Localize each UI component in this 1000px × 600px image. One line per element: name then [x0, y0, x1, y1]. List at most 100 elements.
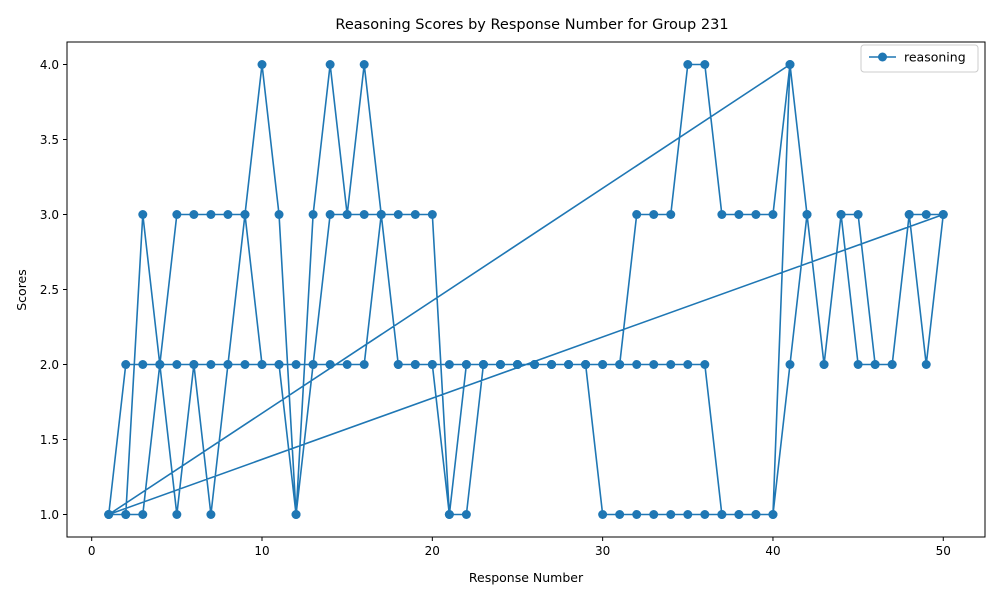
- data-point: [393, 210, 403, 219]
- data-point: [700, 510, 710, 519]
- data-point: [564, 360, 574, 369]
- data-point: [308, 210, 318, 219]
- x-tick-label: 30: [595, 544, 610, 558]
- data-point: [189, 210, 199, 219]
- data-point: [870, 360, 880, 369]
- legend-box: [860, 44, 979, 73]
- data-point: [615, 360, 625, 369]
- data-point: [938, 210, 948, 219]
- data-point: [683, 510, 693, 519]
- data-point: [785, 360, 795, 369]
- data-point: [393, 360, 403, 369]
- data-point: [325, 60, 335, 69]
- data-point: [700, 60, 710, 69]
- data-point: [853, 210, 863, 219]
- data-point: [427, 360, 437, 369]
- data-point: [461, 360, 471, 369]
- data-point: [768, 510, 778, 519]
- data-point: [308, 360, 318, 369]
- x-tick-label: 40: [765, 544, 780, 558]
- data-point: [598, 360, 608, 369]
- data-point: [802, 210, 812, 219]
- data-point: [649, 210, 659, 219]
- data-point: [155, 360, 165, 369]
- data-point: [359, 360, 369, 369]
- data-point: [547, 360, 557, 369]
- data-point: [734, 510, 744, 519]
- y-axis-label: Scores: [14, 269, 29, 311]
- data-point: [172, 510, 182, 519]
- data-point: [138, 360, 148, 369]
- data-point: [172, 210, 182, 219]
- data-point: [223, 360, 233, 369]
- data-point: [632, 210, 642, 219]
- data-point: [734, 210, 744, 219]
- x-tick-label: 20: [425, 544, 440, 558]
- data-point: [921, 360, 931, 369]
- data-point: [598, 510, 608, 519]
- y-tick-label: 2.0: [40, 358, 59, 372]
- data-point: [666, 210, 676, 219]
- y-tick-label: 3.5: [40, 133, 59, 147]
- data-point: [274, 210, 284, 219]
- data-point: [206, 210, 216, 219]
- data-point: [291, 360, 301, 369]
- y-tick-label: 3.0: [40, 208, 59, 222]
- legend: reasoning: [860, 44, 979, 73]
- data-point: [751, 210, 761, 219]
- data-point: [649, 510, 659, 519]
- data-point: [717, 210, 727, 219]
- data-point: [717, 510, 727, 519]
- data-point: [223, 210, 233, 219]
- data-point: [342, 210, 352, 219]
- data-point: [444, 360, 454, 369]
- data-point: [325, 360, 335, 369]
- chart-title: Reasoning Scores by Response Number for …: [335, 17, 728, 33]
- data-point: [683, 60, 693, 69]
- data-point: [240, 360, 250, 369]
- data-point: [342, 360, 352, 369]
- y-tick-label: 4.0: [40, 58, 59, 72]
- data-point: [206, 360, 216, 369]
- y-tick-label: 1.5: [40, 433, 59, 447]
- data-point: [495, 360, 505, 369]
- data-point: [121, 510, 131, 519]
- y-tick-label: 2.5: [40, 283, 59, 297]
- data-point: [904, 210, 914, 219]
- plot-area: [104, 60, 948, 519]
- y-tick-label: 1.0: [40, 508, 59, 522]
- data-point: [666, 360, 676, 369]
- data-point: [887, 360, 897, 369]
- data-point: [751, 510, 761, 519]
- data-point: [649, 360, 659, 369]
- data-point: [461, 510, 471, 519]
- data-point: [530, 360, 540, 369]
- data-point: [512, 360, 522, 369]
- data-point: [376, 210, 386, 219]
- data-point: [666, 510, 676, 519]
- data-point: [410, 210, 420, 219]
- y-axis: 1.0 1.5 2.0 2.5 3.0 3.5 4.0: [40, 58, 67, 522]
- data-point: [172, 360, 182, 369]
- x-axis: 0 10 20 30 40 50: [88, 537, 951, 558]
- data-point: [444, 510, 454, 519]
- data-point: [819, 360, 829, 369]
- x-axis-label: Response Number: [469, 570, 584, 585]
- x-tick-label: 0: [88, 544, 96, 558]
- data-point: [359, 60, 369, 69]
- data-point: [257, 60, 267, 69]
- data-point: [700, 360, 710, 369]
- x-tick-label: 10: [254, 544, 269, 558]
- data-point: [138, 510, 148, 519]
- data-point: [257, 360, 267, 369]
- data-point: [632, 510, 642, 519]
- data-point: [325, 210, 335, 219]
- data-point: [138, 210, 148, 219]
- data-point: [853, 360, 863, 369]
- data-point: [768, 210, 778, 219]
- data-point: [632, 360, 642, 369]
- data-point: [478, 360, 488, 369]
- data-point: [785, 60, 795, 69]
- data-point: [359, 210, 369, 219]
